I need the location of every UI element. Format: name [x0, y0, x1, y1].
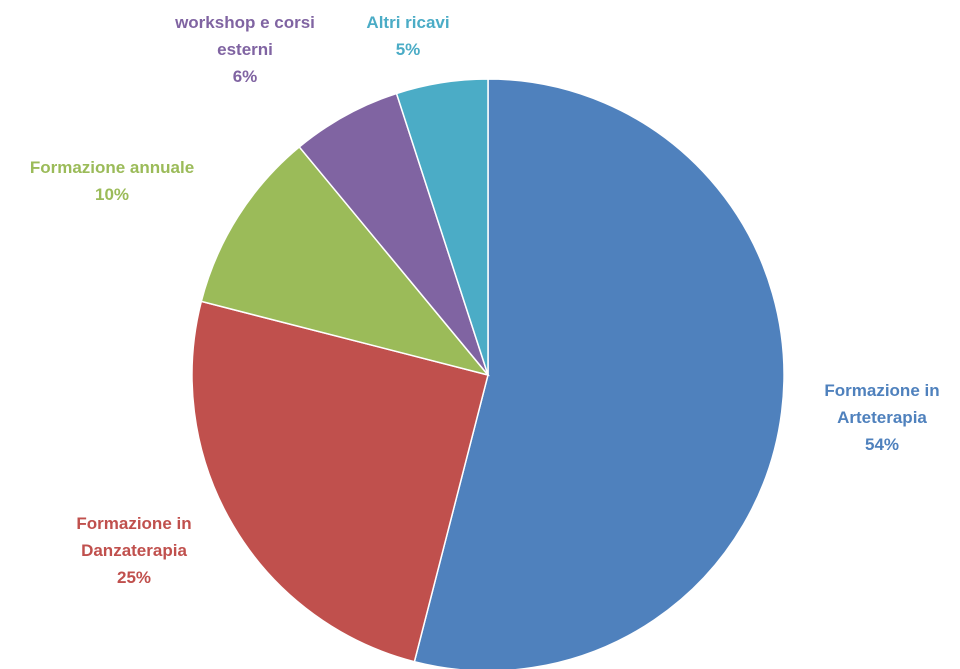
data-label-formazione-annuale: Formazione annuale 10%	[30, 158, 194, 204]
data-label-name: Formazione in	[824, 381, 939, 400]
data-label-percent: 25%	[117, 568, 151, 587]
pie-slice-altri-ricavi	[395, 78, 489, 376]
data-label-formazione-in-arteterapia: Formazione in Arteterapia 54%	[824, 381, 939, 454]
data-label-name: Formazione in	[76, 514, 191, 533]
pie-slice-formazione-in-danzaterapia	[191, 300, 489, 663]
data-label-name: Danzaterapia	[81, 541, 187, 560]
data-label-workshop-e-corsi-esterni: workshop e corsi esterni 6%	[174, 13, 315, 86]
data-label-name: Arteterapia	[837, 408, 927, 427]
data-label-name: workshop e corsi	[174, 13, 315, 32]
data-label-name: esterni	[217, 40, 273, 59]
data-label-name: Altri ricavi	[366, 13, 449, 32]
data-label-percent: 54%	[865, 435, 899, 454]
pie-slice-formazione-in-arteterapia	[413, 78, 785, 669]
pie-labels: Formazione in Arteterapia 54%Formazione in…	[30, 13, 940, 587]
data-label-percent: 10%	[95, 185, 129, 204]
data-label-name: Formazione annuale	[30, 158, 194, 177]
pie-slice-formazione-annuale	[200, 145, 491, 377]
data-label-formazione-in-danzaterapia: Formazione in Danzaterapia 25%	[76, 514, 191, 587]
pie-slices	[191, 78, 785, 669]
data-label-percent: 6%	[233, 67, 258, 86]
data-label-percent: 5%	[396, 40, 421, 59]
data-label-altri-ricavi: Altri ricavi 5%	[366, 13, 449, 59]
